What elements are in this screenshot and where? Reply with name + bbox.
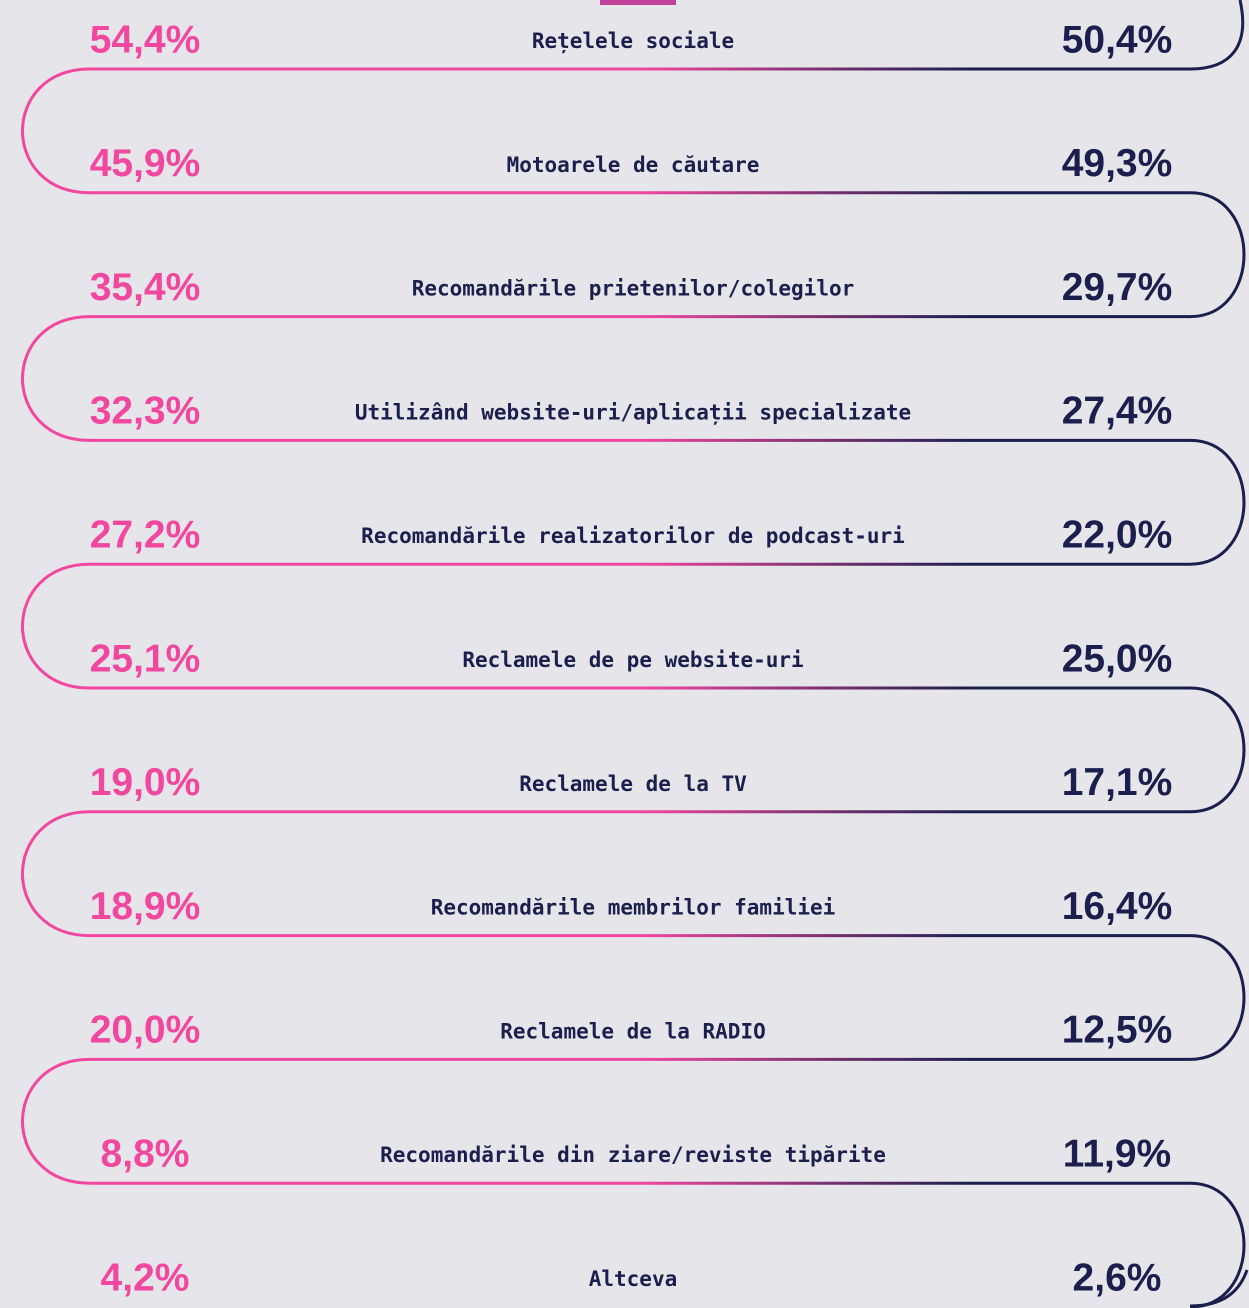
- right-value: 29,7%: [1062, 266, 1173, 309]
- row-label: Recomandările prietenilor/colegilor: [412, 277, 855, 301]
- connector-curve: [21, 67, 91, 195]
- left-value: 19,0%: [90, 761, 201, 804]
- left-value: 4,2%: [101, 1256, 190, 1299]
- right-value: 49,3%: [1062, 142, 1173, 185]
- right-value: 50,4%: [1062, 18, 1173, 61]
- row-label: Motoarele de căutare: [507, 153, 760, 177]
- left-value: 25,1%: [90, 637, 201, 680]
- right-value: 22,0%: [1062, 513, 1173, 556]
- left-value: 27,2%: [90, 513, 201, 556]
- left-value: 20,0%: [90, 1009, 201, 1052]
- connector-curve: [21, 315, 91, 442]
- left-value: 54,4%: [90, 18, 201, 61]
- right-value: 17,1%: [1062, 761, 1173, 804]
- right-value: 16,4%: [1062, 885, 1173, 928]
- right-value: 25,0%: [1062, 637, 1173, 680]
- right-value: 2,6%: [1073, 1256, 1162, 1299]
- row-label: Recomandările realizatorilor de podcast-…: [361, 524, 905, 548]
- right-value: 11,9%: [1063, 1132, 1171, 1175]
- right-value: 27,4%: [1062, 390, 1173, 433]
- row-label: Altceva: [589, 1267, 678, 1291]
- top-tab: [600, 0, 676, 5]
- connector-curve: [21, 810, 91, 938]
- left-value: 18,9%: [90, 885, 201, 928]
- left-value: 32,3%: [90, 390, 201, 433]
- row-label: Reclamele de la RADIO: [500, 1019, 766, 1043]
- row-label: Reclamele de la TV: [519, 772, 747, 796]
- connector-curve: [1189, 1269, 1249, 1308]
- row-label: Rețelele sociale: [532, 29, 734, 54]
- row-label: Reclamele de pe website-uri: [462, 648, 803, 672]
- connector-curve: [1189, 191, 1246, 319]
- left-value: 45,9%: [90, 142, 201, 185]
- left-value: 8,8%: [101, 1132, 190, 1175]
- connector-curve: [1189, 934, 1246, 1061]
- right-value: 12,5%: [1062, 1009, 1173, 1052]
- connector-curve: [21, 1057, 91, 1185]
- left-value: 35,4%: [90, 266, 201, 309]
- row-label: Utilizând website-uri/aplicații speciali…: [355, 400, 911, 425]
- connector-curve: [1189, 438, 1246, 566]
- row-label: Recomandările din ziare/reviste tipărite: [380, 1143, 886, 1167]
- connector-curve: [1189, 686, 1246, 814]
- row-label: Recomandările membrilor familiei: [431, 896, 836, 920]
- connector-curve: [1189, 0, 1245, 71]
- connector-curve: [21, 562, 91, 690]
